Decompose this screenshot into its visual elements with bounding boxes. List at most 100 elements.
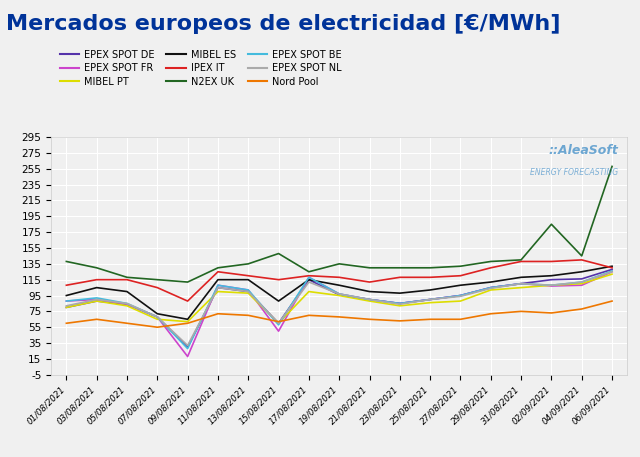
EPEX SPOT FR [275,329,282,334]
EPEX SPOT BE [335,291,343,297]
N2EX UK [154,277,161,282]
MIBEL PT [305,289,313,294]
Nord Pool [184,320,191,326]
EPEX SPOT NL [517,281,525,287]
EPEX SPOT DE [365,297,373,302]
EPEX SPOT DE [123,302,131,307]
MIBEL ES [214,277,222,282]
IPEX IT [426,275,434,280]
EPEX SPOT NL [426,297,434,302]
MIBEL PT [123,303,131,308]
MIBEL ES [396,290,404,296]
EPEX SPOT BE [365,297,373,302]
Line: MIBEL ES: MIBEL ES [67,266,612,319]
MIBEL ES [63,293,70,298]
IPEX IT [578,257,586,263]
EPEX SPOT NL [456,293,464,299]
N2EX UK [426,265,434,271]
IPEX IT [275,277,282,282]
EPEX SPOT DE [93,298,100,304]
N2EX UK [93,265,100,271]
MIBEL ES [93,285,100,290]
EPEX SPOT FR [456,293,464,298]
EPEX SPOT BE [578,279,586,285]
EPEX SPOT NL [123,301,131,306]
Nord Pool [608,298,616,304]
MIBEL ES [335,282,343,288]
IPEX IT [548,259,556,264]
EPEX SPOT BE [396,301,404,306]
MIBEL PT [154,317,161,322]
EPEX SPOT NL [275,320,282,326]
N2EX UK [275,251,282,256]
MIBEL PT [365,298,373,304]
EPEX SPOT BE [487,285,495,290]
EPEX SPOT DE [426,297,434,302]
IPEX IT [154,285,161,290]
N2EX UK [365,265,373,271]
IPEX IT [214,269,222,275]
Nord Pool [275,319,282,324]
IPEX IT [365,279,373,285]
IPEX IT [63,282,70,288]
EPEX SPOT NL [487,286,495,291]
EPEX SPOT FR [578,282,586,288]
MIBEL PT [63,305,70,310]
Nord Pool [63,320,70,326]
Text: Mercados europeos de electricidad [€/MWh]: Mercados europeos de electricidad [€/MWh… [6,14,561,34]
EPEX SPOT BE [93,295,100,301]
EPEX SPOT DE [487,285,495,290]
IPEX IT [93,277,100,282]
MIBEL PT [93,298,100,304]
Nord Pool [548,310,556,316]
N2EX UK [335,261,343,266]
N2EX UK [214,265,222,271]
EPEX SPOT DE [275,320,282,326]
EPEX SPOT FR [184,354,191,359]
N2EX UK [123,275,131,280]
MIBEL PT [517,285,525,290]
N2EX UK [244,261,252,266]
N2EX UK [184,279,191,285]
EPEX SPOT FR [123,302,131,307]
Nord Pool [487,311,495,317]
EPEX SPOT FR [517,281,525,287]
MIBEL PT [335,293,343,298]
MIBEL ES [305,277,313,282]
EPEX SPOT NL [365,297,373,302]
EPEX SPOT BE [63,298,70,304]
Line: N2EX UK: N2EX UK [67,166,612,282]
MIBEL ES [154,311,161,317]
EPEX SPOT DE [154,314,161,319]
EPEX SPOT NL [608,269,616,275]
Line: IPEX IT: IPEX IT [67,260,612,301]
Text: ::AleaSoft: ::AleaSoft [548,144,619,157]
EPEX SPOT BE [214,282,222,288]
MIBEL ES [608,264,616,269]
IPEX IT [396,275,404,280]
Line: EPEX SPOT FR: EPEX SPOT FR [67,272,612,356]
EPEX SPOT DE [214,285,222,290]
MIBEL ES [244,277,252,282]
MIBEL PT [184,319,191,324]
N2EX UK [517,257,525,263]
N2EX UK [63,259,70,264]
N2EX UK [487,259,495,264]
MIBEL PT [214,289,222,294]
MIBEL PT [426,300,434,305]
Line: Nord Pool: Nord Pool [67,301,612,327]
IPEX IT [305,273,313,278]
EPEX SPOT DE [305,277,313,282]
Nord Pool [335,314,343,319]
EPEX SPOT BE [305,275,313,280]
EPEX SPOT FR [396,301,404,306]
MIBEL PT [608,271,616,277]
EPEX SPOT BE [426,297,434,302]
EPEX SPOT FR [335,291,343,297]
MIBEL PT [578,281,586,287]
MIBEL PT [456,298,464,304]
EPEX SPOT DE [244,289,252,294]
IPEX IT [184,298,191,304]
EPEX SPOT NL [184,343,191,348]
N2EX UK [396,265,404,271]
